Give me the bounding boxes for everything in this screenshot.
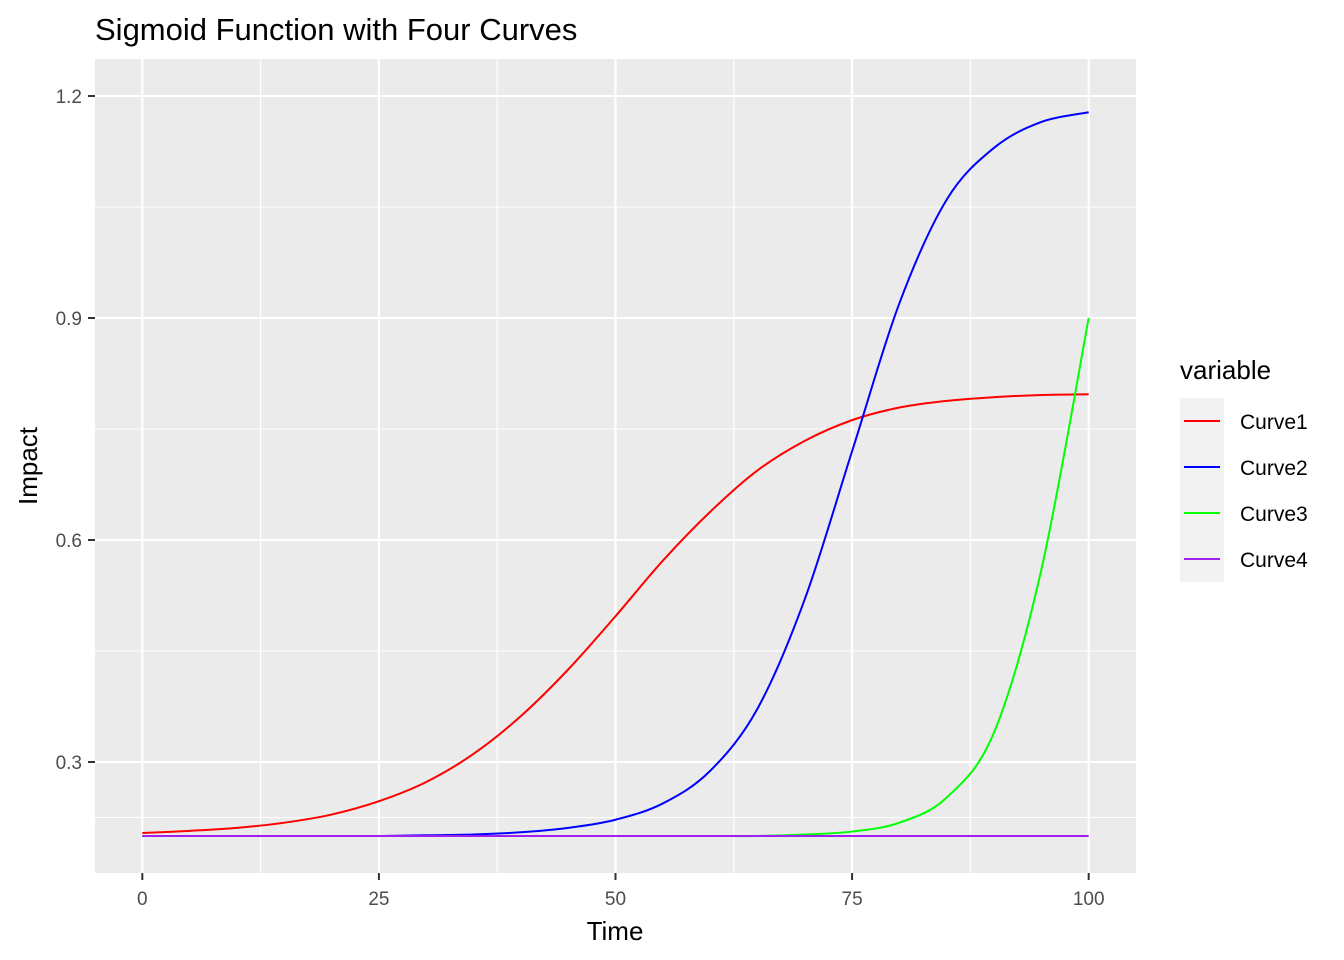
legend: variable Curve1 Curve2 Curve3 Curve4	[1180, 355, 1308, 582]
y-axis: 0.3 0.6 0.9 1.2	[56, 87, 95, 774]
y-tick-label: 0.9	[56, 309, 82, 330]
y-tick-label: 0.3	[56, 753, 82, 774]
x-tick-label: 50	[605, 889, 626, 910]
x-tick-label: 25	[368, 889, 389, 910]
x-tick-label: 0	[137, 889, 148, 910]
y-axis-title: Impact	[13, 426, 43, 505]
grid-major	[95, 59, 1136, 873]
legend-label-curve2: Curve2	[1240, 457, 1308, 480]
series-lines	[142, 111, 1090, 838]
y-tick-label: 1.2	[56, 87, 82, 108]
legend-label-curve4: Curve4	[1240, 549, 1308, 572]
x-tick-label: 100	[1073, 889, 1105, 910]
legend-label-curve1: Curve1	[1240, 411, 1308, 434]
y-tick-label: 0.6	[56, 531, 82, 552]
legend-title: variable	[1180, 355, 1271, 385]
legend-label-curve3: Curve3	[1240, 503, 1308, 526]
x-axis-title: Time	[587, 916, 644, 946]
x-axis: 0 25 50 75 100	[137, 873, 1105, 910]
chart-title: Sigmoid Function with Four Curves	[95, 12, 577, 47]
series-line-curve1	[142, 393, 1089, 835]
x-tick-label: 75	[842, 889, 863, 910]
